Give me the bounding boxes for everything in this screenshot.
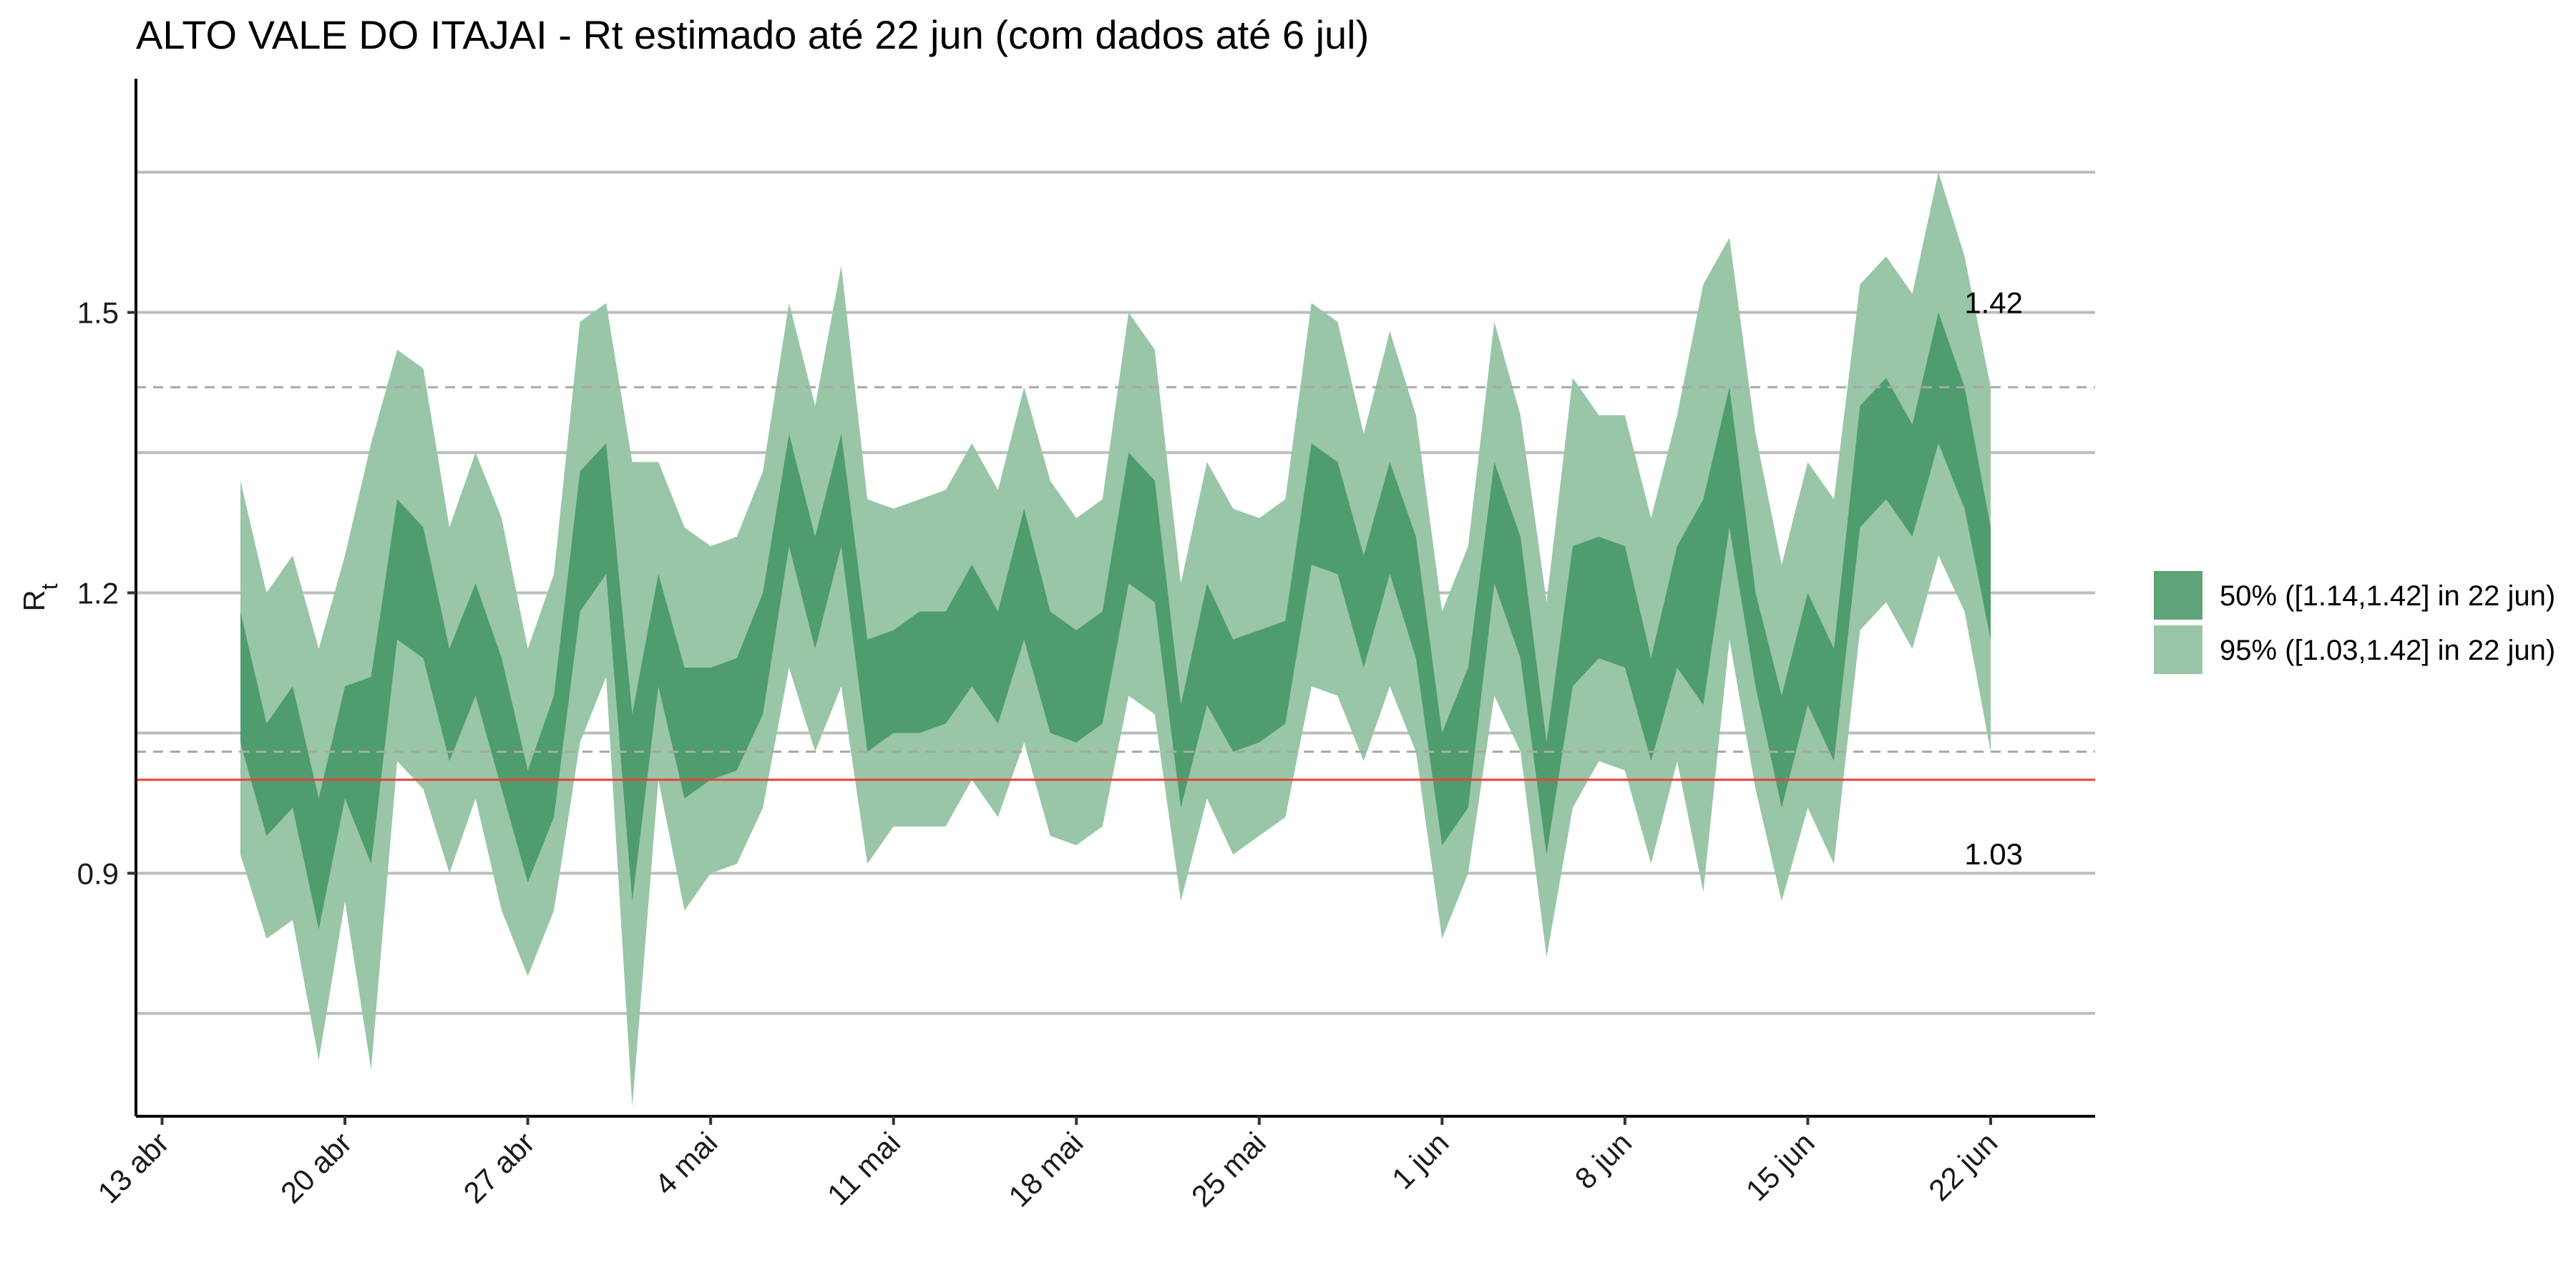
x-tick-label: 27 abr [457, 1126, 541, 1209]
x-tick-label: 25 mai [1185, 1126, 1272, 1213]
axes [135, 79, 2095, 1118]
x-tick-label: 11 mai [821, 1126, 907, 1211]
x-tick-label: 20 abr [274, 1126, 358, 1209]
y-tick-label: 1.5 [77, 296, 119, 330]
band-50 [240, 312, 1991, 930]
x-tick-label: 18 mai [1002, 1126, 1089, 1213]
x-tick-label: 1 jun [1385, 1126, 1455, 1196]
y-tick-label: 1.2 [77, 576, 119, 610]
x-tick-label: 4 mai [648, 1126, 724, 1201]
x-tick-label: 8 jun [1568, 1126, 1639, 1196]
legend-label-95: 95% ([1.03,1.42] in 22 jun) [2220, 635, 2556, 666]
annotations: 1.42 1.03 [1964, 286, 2023, 872]
annotation-label: 1.03 [1964, 837, 2023, 871]
x-tick-label: 15 jun [1740, 1126, 1821, 1207]
ci-50-band [240, 312, 1991, 930]
legend-swatch-50 [2154, 571, 2202, 620]
y-tick-label: 0.9 [77, 857, 119, 890]
chart-title: ALTO VALE DO ITAJAI - Rt estimado até 22… [136, 12, 1370, 57]
reference-lines [136, 386, 2095, 781]
x-tick-label: 13 abr [91, 1126, 175, 1209]
legend-label-50: 50% ([1.14,1.42] in 22 jun) [2220, 580, 2556, 612]
y-axis-label: Rt [17, 583, 62, 611]
annotation-label: 1.42 [1964, 286, 2023, 320]
y-axis-title: Rt [17, 583, 62, 611]
legend-swatch-95 [2154, 625, 2202, 674]
x-tick-label: 22 jun [1922, 1126, 2004, 1207]
